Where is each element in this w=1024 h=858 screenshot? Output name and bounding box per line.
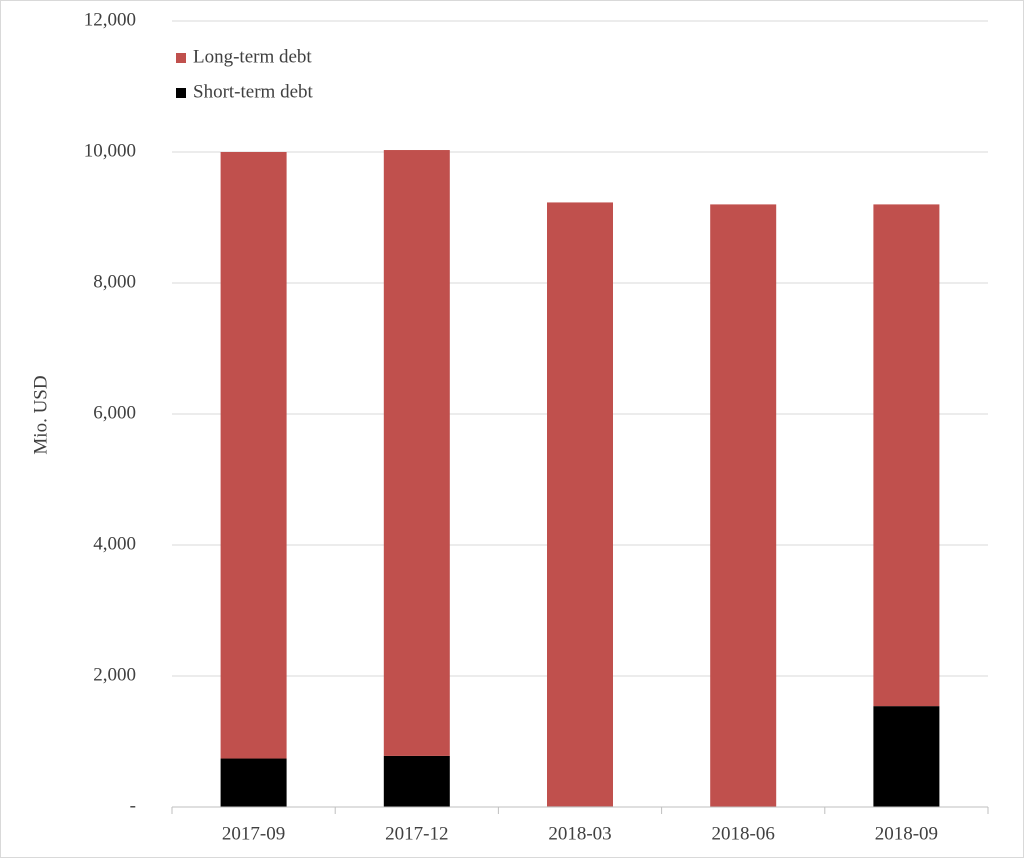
bar-segment <box>873 706 940 807</box>
bar-segment <box>547 202 613 807</box>
bar-segment <box>220 152 287 759</box>
bar-segment <box>383 755 450 807</box>
x-tick-label: 2018-06 <box>712 823 775 844</box>
y-tick-label: - <box>130 795 136 816</box>
bar-segment <box>873 204 940 707</box>
y-tick-label: 10,000 <box>84 140 136 161</box>
legend-swatch <box>176 88 186 98</box>
y-axis-label: Mio. USD <box>30 375 51 454</box>
y-tick-label: 4,000 <box>93 533 136 554</box>
bar-segment <box>710 204 777 807</box>
y-tick-label: 2,000 <box>93 664 136 685</box>
y-tick-label: 8,000 <box>93 271 136 292</box>
bar-segment <box>220 758 287 807</box>
y-tick-label: 6,000 <box>93 402 136 423</box>
legend-label: Long-term debt <box>193 46 312 67</box>
x-tick-label: 2017-12 <box>385 823 448 844</box>
x-tick-label: 2018-03 <box>548 823 611 844</box>
legend-label: Short-term debt <box>193 81 314 102</box>
y-tick-label: 12,000 <box>84 9 136 30</box>
bar-segment <box>383 150 450 756</box>
x-tick-label: 2018-09 <box>875 823 938 844</box>
legend-swatch <box>176 53 186 63</box>
x-tick-label: 2017-09 <box>222 823 285 844</box>
